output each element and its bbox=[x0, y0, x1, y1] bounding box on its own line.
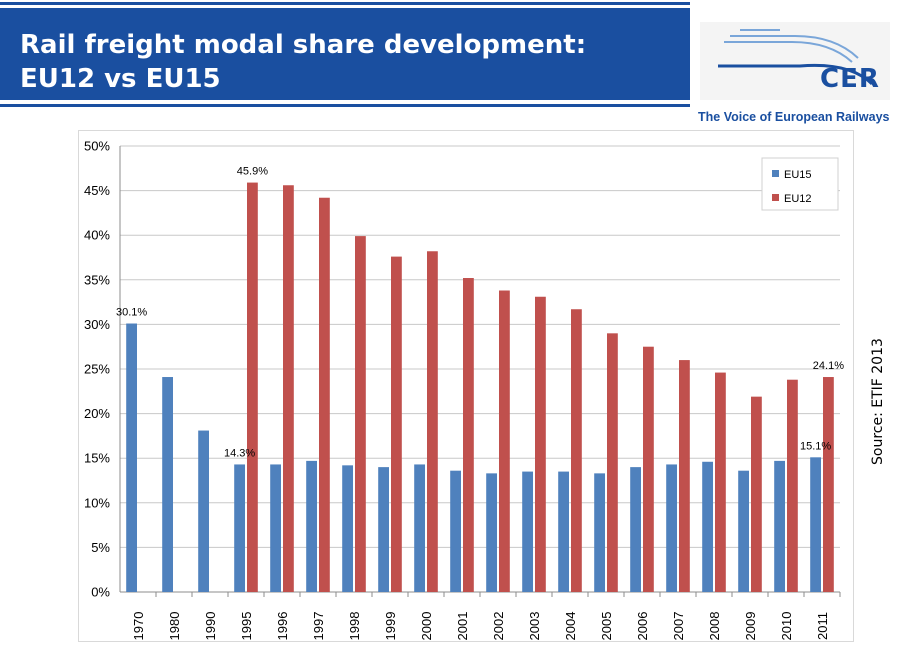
x-tick-label: 1995 bbox=[239, 612, 254, 641]
y-tick-label: 25% bbox=[84, 362, 110, 377]
bar-eu12 bbox=[751, 396, 762, 592]
legend-swatch-eu15 bbox=[772, 170, 779, 177]
bar-eu15 bbox=[162, 377, 173, 592]
title-bar: Rail freight modal share development: EU… bbox=[0, 2, 690, 107]
x-tick-label: 2010 bbox=[779, 612, 794, 641]
bar-eu12 bbox=[427, 251, 438, 593]
bar-eu15 bbox=[126, 323, 137, 592]
bar-eu15 bbox=[594, 473, 605, 592]
train-logo-icon bbox=[718, 29, 874, 86]
x-tick-label: 2006 bbox=[635, 612, 650, 641]
x-tick-label: 1998 bbox=[347, 612, 362, 641]
y-tick-label: 0% bbox=[91, 585, 110, 600]
bar-eu12 bbox=[787, 379, 798, 592]
bar-eu15 bbox=[630, 467, 641, 592]
x-tick-label: 1980 bbox=[167, 612, 182, 641]
x-tick-label: 2000 bbox=[419, 612, 434, 641]
bar-eu12 bbox=[247, 182, 258, 592]
data-label: 45.9% bbox=[237, 166, 268, 178]
x-tick-label: 1997 bbox=[311, 612, 326, 641]
source-note: Source: ETIF 2013 bbox=[870, 338, 886, 465]
x-tick-label: 1990 bbox=[203, 612, 218, 641]
legend-swatch-eu12 bbox=[772, 194, 779, 201]
tagline: The Voice of European Railways bbox=[698, 110, 890, 124]
data-label: 14.3% bbox=[224, 447, 255, 459]
data-label: 24.1% bbox=[813, 360, 844, 372]
bar-eu15 bbox=[702, 461, 713, 592]
bar-eu12 bbox=[607, 333, 618, 592]
x-tick-label: 1996 bbox=[275, 612, 290, 641]
bar-eu12 bbox=[463, 278, 474, 592]
bar-eu15 bbox=[306, 460, 317, 592]
bar-eu12 bbox=[355, 236, 366, 593]
bar-eu15 bbox=[738, 470, 749, 592]
bar-eu12 bbox=[391, 256, 402, 592]
bar-eu15 bbox=[270, 464, 281, 592]
x-tick-label: 2007 bbox=[671, 612, 686, 641]
bar-eu12 bbox=[679, 360, 690, 592]
y-tick-label: 30% bbox=[84, 317, 110, 332]
bar-eu15 bbox=[522, 471, 533, 592]
bar-eu15 bbox=[342, 465, 353, 592]
data-label: 15.1% bbox=[800, 440, 831, 452]
y-tick-label: 15% bbox=[84, 451, 110, 466]
x-tick-label: 1970 bbox=[131, 612, 146, 641]
legend-label-eu15: EU15 bbox=[784, 169, 812, 181]
x-tick-label: 2003 bbox=[527, 612, 542, 641]
bar-eu15 bbox=[558, 471, 569, 592]
bar-eu12 bbox=[823, 377, 834, 592]
bar-eu12 bbox=[643, 346, 654, 592]
bar-eu12 bbox=[715, 372, 726, 592]
bar-eu12 bbox=[535, 296, 546, 592]
x-tick-label: 1999 bbox=[383, 612, 398, 641]
bar-eu15 bbox=[810, 457, 821, 592]
bar-eu15 bbox=[486, 473, 497, 592]
data-label: 30.1% bbox=[116, 307, 147, 319]
bar-eu15 bbox=[450, 470, 461, 592]
x-tick-label: 2005 bbox=[599, 612, 614, 641]
x-tick-label: 2009 bbox=[743, 612, 758, 641]
bar-eu15 bbox=[774, 460, 785, 592]
x-tick-label: 2011 bbox=[815, 612, 830, 640]
y-tick-label: 50% bbox=[84, 139, 110, 154]
legend-label-eu12: EU12 bbox=[784, 193, 812, 205]
y-tick-label: 10% bbox=[84, 495, 110, 510]
y-tick-label: 5% bbox=[91, 540, 110, 555]
bar-eu12 bbox=[499, 290, 510, 592]
x-tick-label: 2001 bbox=[455, 612, 470, 641]
bar-eu15 bbox=[378, 467, 389, 592]
y-tick-label: 20% bbox=[84, 406, 110, 421]
bar-eu15 bbox=[234, 464, 245, 592]
x-tick-label: 2004 bbox=[563, 612, 578, 641]
x-tick-label: 2008 bbox=[707, 612, 722, 641]
bar-eu15 bbox=[414, 464, 425, 592]
page-title: Rail freight modal share development: EU… bbox=[20, 30, 587, 94]
logo-text: CER bbox=[820, 64, 880, 94]
cer-logo: CER bbox=[700, 22, 890, 100]
y-tick-label: 45% bbox=[84, 183, 110, 198]
bar-eu15 bbox=[198, 430, 209, 592]
bar-eu15 bbox=[666, 464, 677, 592]
x-tick-label: 2002 bbox=[491, 612, 506, 641]
title-stripe-bottom bbox=[0, 104, 690, 107]
legend-box bbox=[761, 157, 839, 211]
bar-eu12 bbox=[571, 309, 582, 592]
bar-eu12 bbox=[283, 185, 294, 593]
bar-eu12 bbox=[319, 197, 330, 592]
y-tick-label: 40% bbox=[84, 228, 110, 243]
y-tick-label: 35% bbox=[84, 272, 110, 287]
title-stripe-top bbox=[0, 2, 690, 5]
